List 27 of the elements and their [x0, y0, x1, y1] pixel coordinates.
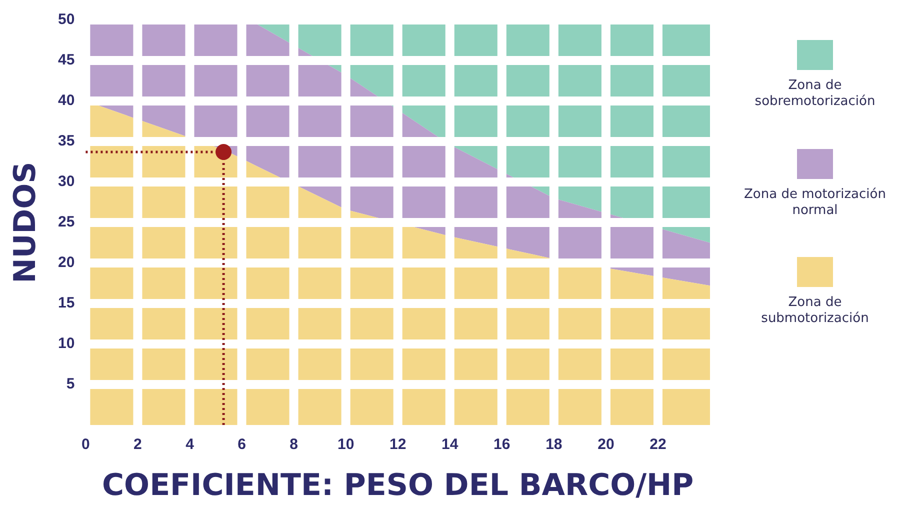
y-tick-label: 50	[58, 11, 75, 28]
x-tick-label: 2	[134, 436, 142, 454]
y-tick-label: 25	[58, 214, 75, 231]
x-tick-label: 10	[337, 436, 354, 454]
y-tick-label: 5	[66, 376, 75, 393]
legend-label: Zona de sobremotorización	[754, 78, 876, 110]
x-tick-label: 14	[442, 436, 459, 454]
x-tick-label: 16	[494, 436, 510, 454]
x-tick-label: 8	[290, 436, 298, 454]
x-tick-label: 4	[186, 436, 195, 454]
y-tick-label: 20	[58, 254, 75, 272]
legend-label: Zona de submotorización	[760, 295, 870, 328]
y-tick-label: 40	[58, 92, 75, 110]
x-tick-label: 22	[650, 436, 666, 454]
legend-label: Zona de motorización normal	[743, 186, 887, 219]
x-axis-title: COEFICIENTE: PESO DEL BARCO/HP	[102, 468, 694, 503]
x-tick-label: 6	[238, 436, 246, 454]
y-tick-label: 10	[58, 335, 75, 352]
x-tick-label: 20	[598, 436, 614, 454]
x-tick-label: 12	[390, 436, 406, 454]
y-tick-label: 15	[58, 294, 75, 312]
y-axis-title: NUDOS	[8, 162, 43, 284]
y-tick-label: 30	[58, 173, 75, 190]
y-tick-label: 35	[58, 132, 75, 150]
x-tick-label: 0	[82, 436, 90, 454]
x-tick-label: 18	[546, 436, 562, 454]
y-tick-label: 45	[58, 52, 75, 69]
